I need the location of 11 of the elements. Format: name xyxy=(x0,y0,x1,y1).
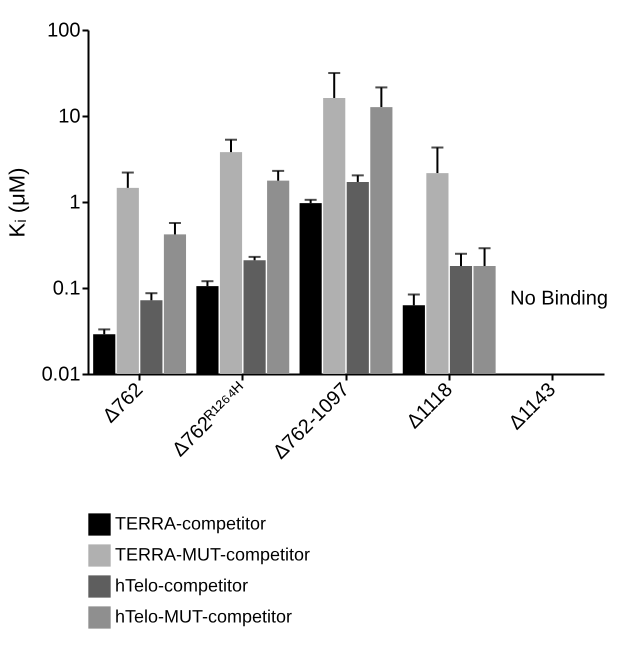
y-tick-label: 0.01 xyxy=(42,364,80,386)
y-axis-title: Kᵢ (μM) xyxy=(4,168,30,238)
annotation: No Binding xyxy=(510,287,608,310)
y-tick-label: 0.1 xyxy=(52,278,80,300)
legend-label: TERRA-competitor xyxy=(115,514,266,534)
legend-label: hTelo-competitor xyxy=(115,576,248,596)
y-tick-label: 10 xyxy=(58,106,80,128)
y-tick-label: 100 xyxy=(47,20,80,42)
legend-label: hTelo-MUT-competitor xyxy=(115,606,292,626)
y-tick-label: 1 xyxy=(69,192,80,214)
legend-label: TERRA-MUT-competitor xyxy=(115,544,310,564)
